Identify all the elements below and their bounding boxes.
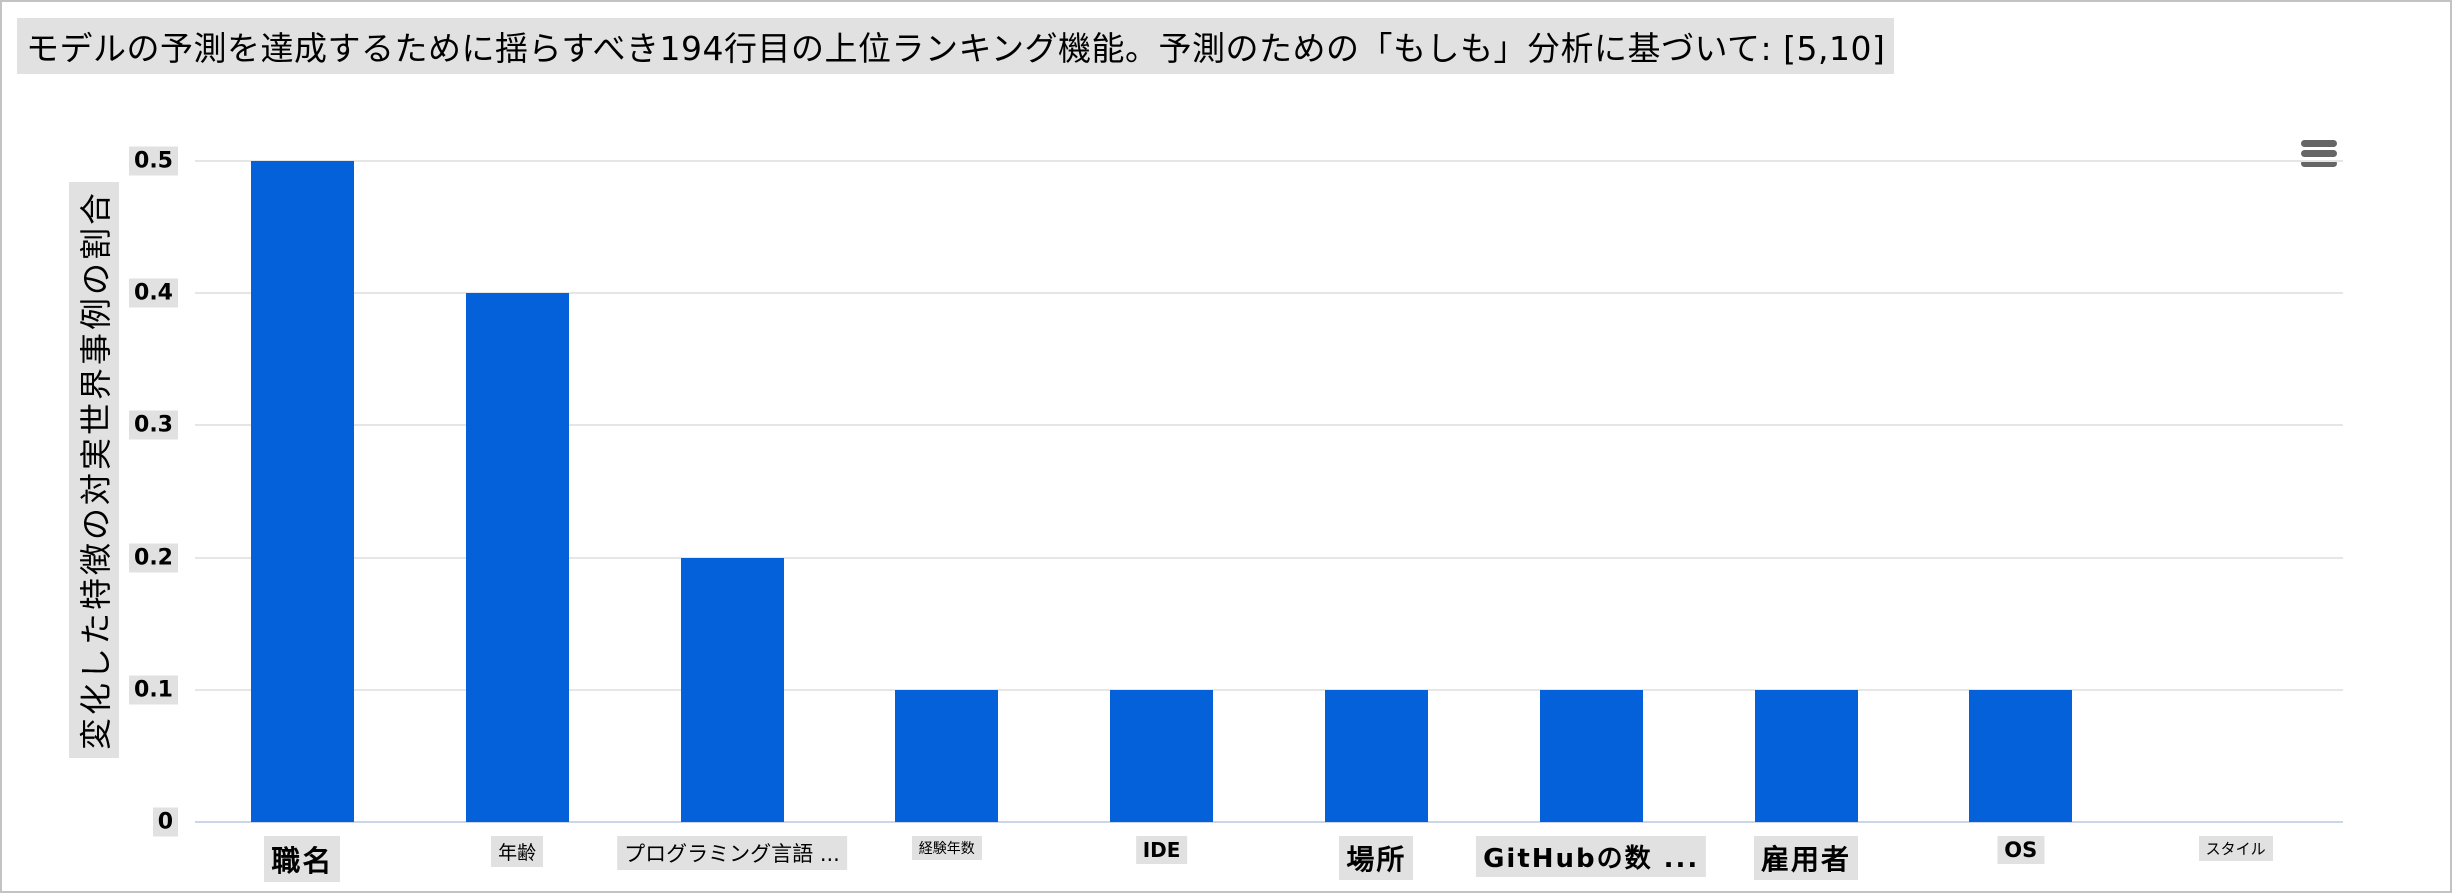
- y-gridline: [195, 688, 2343, 691]
- bar[interactable]: [1539, 689, 1643, 822]
- x-axis-category-label: OS: [1997, 836, 2045, 864]
- y-axis-tick-text: 0: [152, 807, 178, 837]
- bar[interactable]: [680, 557, 784, 822]
- y-gridline: [195, 292, 2343, 295]
- y-axis-tick-label: 0.1: [88, 675, 178, 705]
- y-gridline: [195, 424, 2343, 427]
- x-axis-line: [195, 821, 2343, 823]
- bar[interactable]: [1969, 689, 2073, 822]
- x-axis-category-label: 年齢: [491, 836, 544, 867]
- y-gridline: [195, 160, 2343, 162]
- y-axis-tick-label: 0.5: [88, 146, 178, 176]
- y-axis-tick-label: 0.2: [88, 543, 178, 573]
- bar[interactable]: [1754, 689, 1858, 822]
- y-axis-tick-text: 0.1: [129, 675, 178, 705]
- y-axis-tick-text: 0.5: [129, 146, 178, 176]
- x-axis-category-label: スタイル: [2198, 836, 2273, 861]
- x-axis-category-label: 職名: [264, 836, 341, 882]
- y-axis-tick-text: 0.2: [129, 543, 178, 573]
- bar[interactable]: [465, 293, 569, 822]
- y-axis-tick-text: 0.4: [129, 278, 178, 308]
- bar[interactable]: [1324, 689, 1428, 822]
- chart-context-menu-button[interactable]: [2295, 130, 2343, 177]
- y-axis-tick-label: 0: [88, 807, 178, 837]
- x-axis-category-label: プログラミング言語 ...: [617, 836, 847, 870]
- x-axis-category-label: 場所: [1339, 836, 1414, 880]
- chart-title: モデルの予測を達成するために揺らすべき194行目の上位ランキング機能。予測のため…: [17, 18, 1895, 74]
- bar[interactable]: [895, 689, 999, 822]
- y-axis-tick-label: 0.4: [88, 278, 178, 308]
- y-axis-tick-label: 0.3: [88, 410, 178, 440]
- x-axis-category-label: IDE: [1135, 836, 1188, 864]
- bar[interactable]: [1110, 689, 1214, 822]
- y-axis-tick-text: 0.3: [129, 410, 178, 440]
- y-axis-title: 変化した特徴の対実世界事例の割合: [69, 181, 119, 759]
- y-gridline: [195, 556, 2343, 559]
- x-axis-category-label: 雇用者: [1753, 836, 1859, 880]
- x-axis-category-label: 経験年数: [911, 836, 982, 860]
- x-axis-category-label: GitHubの数 ...: [1476, 836, 1707, 877]
- hamburger-icon: [2301, 140, 2337, 167]
- bar[interactable]: [250, 161, 354, 822]
